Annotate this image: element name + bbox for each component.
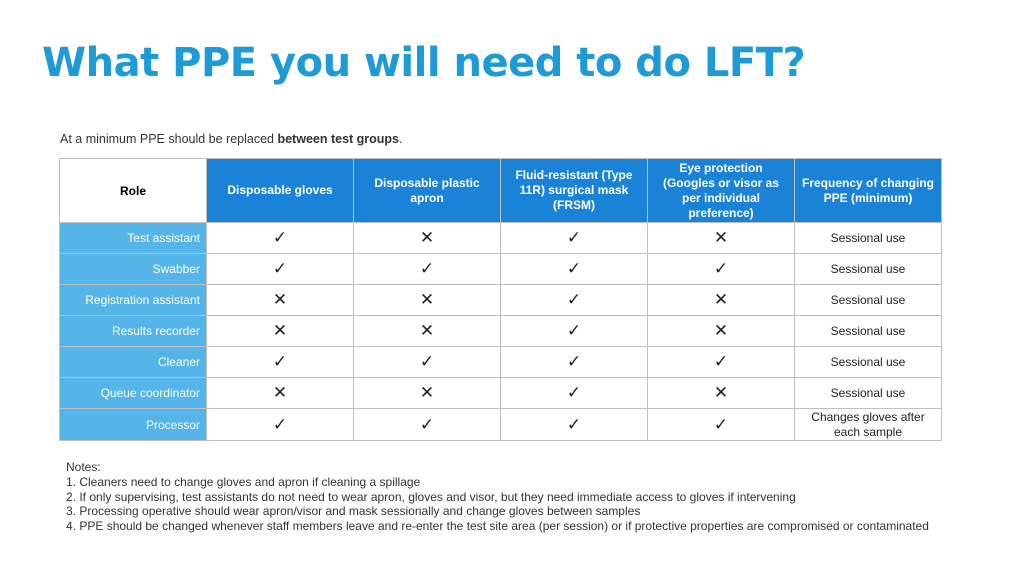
note-item: 4. PPE should be changed whenever staff …: [66, 519, 929, 534]
frequency-value: Changes gloves after each sample: [794, 408, 942, 441]
role-name: Processor: [59, 408, 207, 441]
header-frequency: Frequency of changing PPE (minimum): [794, 158, 942, 223]
role-name: Results recorder: [59, 315, 207, 347]
header-gloves: Disposable gloves: [206, 158, 354, 223]
eye-mark: ✓: [647, 346, 795, 378]
role-name: Swabber: [59, 253, 207, 285]
mask-mark: ✓: [500, 253, 648, 285]
table-row: Swabber ✓ ✓ ✓ ✓ Sessional use: [59, 253, 942, 285]
header-apron: Disposable plastic apron: [353, 158, 501, 223]
eye-mark: ✓: [647, 408, 795, 441]
table-row: Queue coordinator ✕ ✕ ✓ ✕ Sessional use: [59, 377, 942, 409]
notes-section: Notes: 1. Cleaners need to change gloves…: [66, 460, 929, 534]
frequency-value: Sessional use: [794, 222, 942, 254]
mask-mark: ✓: [500, 315, 648, 347]
note-item: 3. Processing operative should wear apro…: [66, 504, 641, 519]
mask-mark: ✓: [500, 222, 648, 254]
frequency-value: Sessional use: [794, 377, 942, 409]
note-item: 2. If only supervising, test assistants …: [66, 489, 796, 504]
table-row: Processor ✓ ✓ ✓ ✓ Changes gloves after e…: [59, 408, 942, 441]
page-title: What PPE you will need to do LFT?: [42, 40, 806, 86]
intro-bold: between test groups: [277, 132, 400, 146]
eye-mark: ✕: [647, 377, 795, 409]
mask-mark: ✓: [500, 284, 648, 316]
apron-mark: ✓: [353, 346, 501, 378]
apron-mark: ✕: [353, 377, 501, 409]
frequency-value: Sessional use: [794, 315, 942, 347]
role-name: Queue coordinator: [59, 377, 207, 409]
table-row: Results recorder ✕ ✕ ✓ ✕ Sessional use: [59, 315, 942, 347]
gloves-mark: ✕: [206, 315, 354, 347]
table-row: Test assistant ✓ ✕ ✓ ✕ Sessional use: [59, 222, 942, 254]
frequency-value: Sessional use: [794, 253, 942, 285]
gloves-mark: ✕: [206, 377, 354, 409]
apron-mark: ✕: [353, 315, 501, 347]
mask-mark: ✓: [500, 346, 648, 378]
gloves-mark: ✕: [206, 284, 354, 316]
role-name: Test assistant: [59, 222, 207, 254]
gloves-mark: ✓: [206, 222, 354, 254]
intro-text: At a minimum PPE should be replaced betw…: [60, 132, 403, 146]
apron-mark: ✓: [353, 253, 501, 285]
note-item: 1. Cleaners need to change gloves and ap…: [66, 474, 421, 489]
apron-mark: ✓: [353, 408, 501, 441]
ppe-table: Role Disposable gloves Disposable plasti…: [59, 158, 942, 441]
eye-mark: ✕: [647, 284, 795, 316]
eye-mark: ✓: [647, 253, 795, 285]
table-row: Cleaner ✓ ✓ ✓ ✓ Sessional use: [59, 346, 942, 378]
frequency-value: Sessional use: [794, 346, 942, 378]
apron-mark: ✕: [353, 222, 501, 254]
apron-mark: ✕: [353, 284, 501, 316]
gloves-mark: ✓: [206, 253, 354, 285]
gloves-mark: ✓: [206, 346, 354, 378]
frequency-value: Sessional use: [794, 284, 942, 316]
intro-suffix: .: [399, 132, 403, 146]
notes-heading: Notes:: [66, 460, 101, 474]
mask-mark: ✓: [500, 377, 648, 409]
intro-prefix: At a minimum PPE should be replaced: [60, 132, 278, 146]
eye-mark: ✕: [647, 315, 795, 347]
table-header-row: Role Disposable gloves Disposable plasti…: [59, 158, 942, 223]
header-eye-protection: Eye protection (Googles or visor as per …: [647, 158, 795, 223]
table-row: Registration assistant ✕ ✕ ✓ ✕ Sessional…: [59, 284, 942, 316]
mask-mark: ✓: [500, 408, 648, 441]
eye-mark: ✕: [647, 222, 795, 254]
role-name: Registration assistant: [59, 284, 207, 316]
role-name: Cleaner: [59, 346, 207, 378]
gloves-mark: ✓: [206, 408, 354, 441]
header-role: Role: [59, 158, 207, 223]
header-mask: Fluid-resistant (Type 11R) surgical mask…: [500, 158, 648, 223]
